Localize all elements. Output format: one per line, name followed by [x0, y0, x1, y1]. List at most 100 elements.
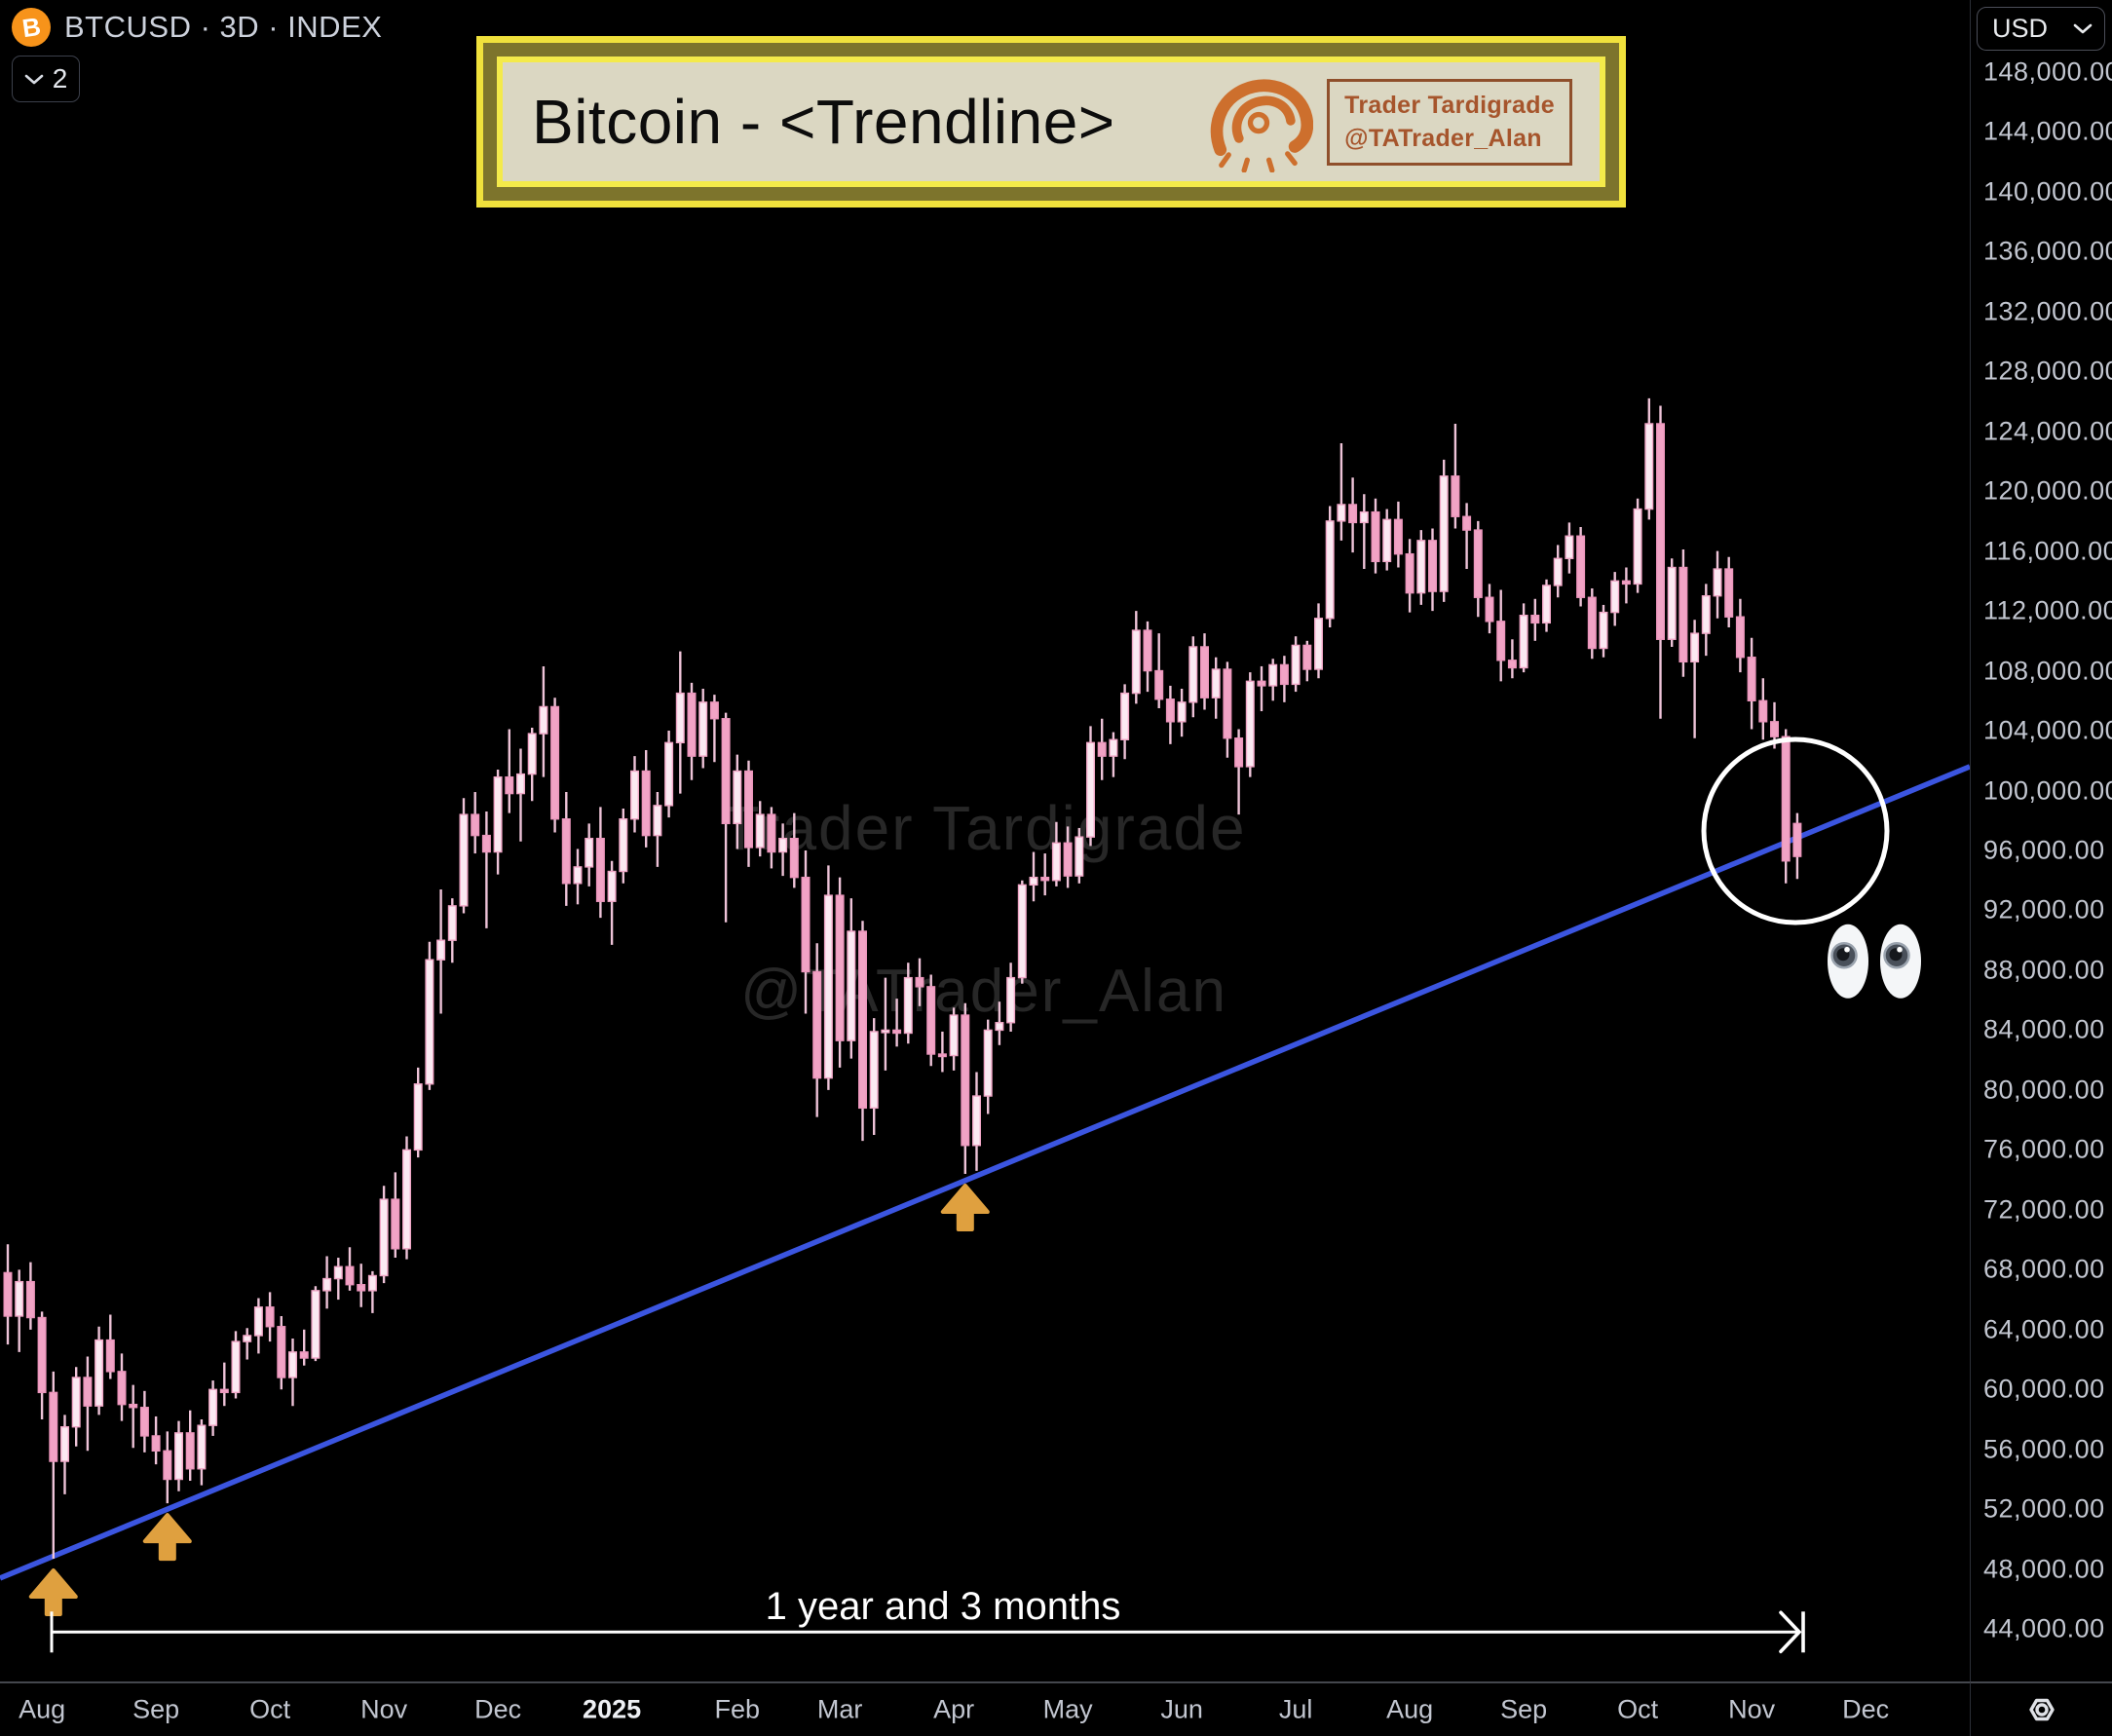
candle-body	[641, 770, 651, 837]
symbol-header[interactable]: B BTCUSD · 3D · INDEX	[12, 8, 382, 47]
time-tick-label: Nov	[1728, 1694, 1776, 1724]
price-axis[interactable]: USD 148,000.00 144,000.00 140,000.00 136,00…	[1970, 0, 2112, 1681]
up-arrow-marker[interactable]	[940, 1183, 990, 1231]
price-tick-label: 116,000.00	[1983, 536, 2112, 566]
up-arrow-marker[interactable]	[142, 1513, 192, 1562]
candle-body	[1530, 614, 1540, 624]
candle-body	[1313, 618, 1323, 670]
currency-dropdown[interactable]: USD	[1977, 7, 2105, 51]
candle-body	[83, 1377, 93, 1407]
candle-body	[1165, 698, 1175, 723]
candle-body	[1485, 596, 1494, 623]
candle-body	[527, 733, 537, 775]
candle-body	[1245, 680, 1255, 768]
candle-body	[561, 818, 571, 885]
candle-body	[1154, 669, 1164, 700]
bitcoin-icon: B	[12, 8, 51, 47]
candle-body	[367, 1274, 377, 1292]
candle-body	[333, 1265, 343, 1280]
price-tick-label: 140,000.00	[1983, 176, 2112, 207]
candle-body	[391, 1198, 400, 1250]
candle-body	[721, 718, 731, 825]
candle-body	[1268, 663, 1278, 687]
candle-body	[972, 1095, 982, 1147]
candle-body	[847, 930, 856, 1041]
candle-body	[1006, 976, 1016, 1024]
candle-body	[208, 1388, 218, 1426]
candle-body	[459, 813, 469, 907]
credit-box: Trader Tardigrade @TATrader_Alan	[1327, 78, 1572, 166]
price-tick-label: 136,000.00	[1983, 236, 2112, 266]
candle-body	[117, 1371, 127, 1406]
candle-body	[1131, 629, 1141, 695]
candle-body	[709, 701, 719, 720]
candle-body	[675, 692, 685, 744]
candle-body	[1701, 595, 1711, 634]
candle-body	[1439, 475, 1449, 592]
candle-body	[1713, 568, 1722, 597]
axis-settings-button[interactable]	[1970, 1681, 2112, 1736]
time-tick-label: Sep	[1500, 1694, 1548, 1724]
candle-body	[1678, 566, 1688, 663]
measure-annotation[interactable]: 1 year and 3 months	[50, 1585, 1805, 1654]
time-axis[interactable]: Aug Sep Oct Nov Dec 2025 Feb Mar Apr May Jun Jul Aug…	[0, 1681, 1970, 1736]
object-tree-count-button[interactable]: 2	[12, 56, 80, 102]
up-arrow-marker[interactable]	[28, 1567, 78, 1616]
time-tick-label: Feb	[714, 1694, 761, 1724]
candle-body	[823, 894, 833, 1079]
candlestick-chart[interactable]: Trader Tardigrade @TATrader_Alan 1 year an…	[0, 0, 1970, 1681]
candle-body	[253, 1306, 263, 1337]
candle-body	[1758, 699, 1768, 723]
measure-label: 1 year and 3 months	[766, 1585, 1121, 1628]
candle-body	[1291, 644, 1301, 686]
highlight-circle[interactable]	[1701, 736, 1890, 925]
candle-body	[858, 930, 868, 1110]
candle-body	[778, 837, 788, 853]
candle-body	[3, 1271, 13, 1317]
candle-body	[231, 1340, 241, 1394]
candle-body	[1553, 557, 1563, 586]
candle-body	[767, 813, 776, 853]
candle-body	[1359, 510, 1369, 524]
candle-body	[664, 741, 674, 807]
candle-body	[1223, 668, 1232, 739]
candle-body	[1644, 423, 1654, 510]
candle-body	[1348, 504, 1358, 524]
candle-body	[1496, 621, 1506, 661]
candle-body	[869, 1031, 879, 1110]
candle-body	[402, 1149, 412, 1250]
price-tick-label: 64,000.00	[1983, 1314, 2105, 1344]
watermark-line1: Trader Tardigrade	[721, 793, 1246, 863]
candle-body	[173, 1432, 183, 1481]
candle-body	[1075, 836, 1084, 877]
candle-body	[607, 870, 617, 902]
time-tick-label: Mar	[816, 1694, 863, 1724]
eyes-emoji	[1828, 924, 1921, 999]
trendline[interactable]	[0, 764, 1970, 1581]
candle-body	[1576, 535, 1586, 598]
candle-body	[299, 1351, 309, 1359]
candle-body	[1735, 616, 1745, 659]
time-tick-label: Oct	[249, 1694, 291, 1724]
candle-body	[1587, 596, 1597, 650]
candle-body	[812, 970, 822, 1079]
price-tick-label: 124,000.00	[1983, 416, 2112, 446]
candle-body	[1621, 580, 1631, 585]
candle-body	[1599, 611, 1608, 650]
candle-body	[163, 1450, 172, 1481]
candle-body	[1405, 552, 1414, 594]
title-banner: Bitcoin - <Trendline> Trader Tardigrade …	[476, 36, 1626, 208]
candle-body	[1257, 680, 1266, 687]
candle-body	[949, 1014, 959, 1057]
candle-body	[1063, 842, 1073, 877]
candle-body	[1051, 842, 1061, 882]
price-tick-label: 48,000.00	[1983, 1554, 2105, 1584]
time-tick-label: 2025	[583, 1694, 642, 1724]
candle-body	[322, 1277, 332, 1292]
price-tick-label: 60,000.00	[1983, 1374, 2105, 1404]
time-tick-label: Sep	[132, 1694, 180, 1724]
candle-body	[1451, 475, 1460, 517]
candle-body	[1655, 423, 1665, 640]
candle-body	[619, 818, 628, 873]
